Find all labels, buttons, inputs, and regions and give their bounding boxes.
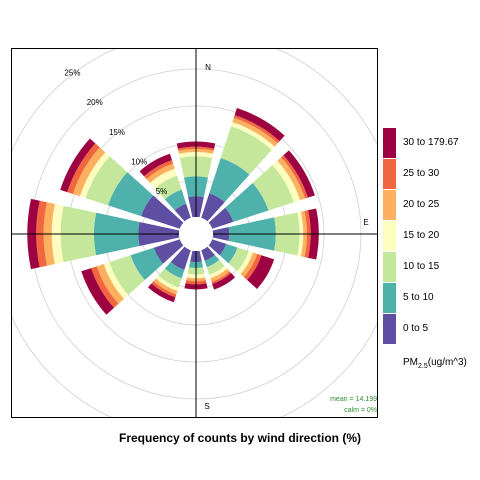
- plot-panel: [11, 48, 378, 418]
- legend-title-subscript: 2.5: [418, 363, 428, 370]
- wedge-dir120-bin2: [228, 247, 249, 272]
- wedge-dir210-bin6: [147, 283, 176, 303]
- wedge-dir330-bin1: [164, 189, 187, 211]
- wedge-dir60-bin5: [281, 155, 308, 199]
- wedge-dir150-bin3: [209, 265, 228, 279]
- wedge-dir330-bin0: [174, 203, 191, 222]
- wedge-dir240-bin6: [81, 268, 115, 315]
- wedge-dir120-bin4: [240, 252, 258, 278]
- mean-stat: mean = 14.199: [330, 396, 377, 403]
- wedge-dir30-bin0: [201, 193, 225, 222]
- wedge-dir300-bin0: [141, 195, 184, 229]
- wedge-dir150-bin0: [201, 246, 215, 261]
- legend-label: 30 to 179.67: [403, 137, 459, 148]
- compass-label-S: S: [204, 402, 209, 411]
- wedge-dir30-bin2: [220, 126, 272, 175]
- wedge-dir120-bin0: [208, 239, 227, 256]
- wedge-dir300-bin3: [79, 152, 110, 199]
- legend-swatch: [383, 283, 396, 313]
- radial-tick-label-5: 5%: [156, 187, 168, 196]
- wedge-dir210-bin1: [164, 262, 185, 279]
- wedge-dir150-bin1: [204, 254, 220, 268]
- legend-title: PM2.5(ug/m^3): [403, 357, 467, 370]
- wedge-dir120-bin1: [219, 243, 238, 264]
- wedge-dir150-bin4: [210, 268, 230, 282]
- wedge-dir30-bin4: [232, 117, 278, 147]
- legend-item-1: 25 to 30: [383, 159, 479, 189]
- legend-label: 5 to 10: [403, 292, 434, 303]
- legend-title-unit: (ug/m^3): [427, 357, 467, 368]
- wedge-dir300-bin5: [67, 143, 100, 194]
- wedge-dir120-bin5: [243, 253, 262, 281]
- wedge-dir240-bin3: [103, 262, 129, 299]
- wedge-dir330-bin2: [154, 175, 182, 200]
- calm-stat: calm = 0%: [344, 407, 377, 414]
- legend-swatch: [383, 159, 396, 189]
- wedge-dir300-bin2: [85, 156, 128, 206]
- wedge-dir30-bin5: [233, 115, 280, 144]
- wedge-dir330-bin5: [144, 160, 174, 180]
- radial-tick-label-10: 10%: [131, 157, 147, 166]
- legend-item-3: 15 to 20: [383, 221, 479, 251]
- wedge-dir330-bin6: [139, 153, 172, 177]
- calm-circle: [179, 217, 213, 251]
- wedge-dir60-bin0: [208, 207, 234, 229]
- wedge-dir240-bin5: [91, 266, 119, 308]
- legend-label: 10 to 15: [403, 261, 440, 272]
- wedge-dir300-bin6: [60, 138, 96, 193]
- compass-label-E: E: [363, 218, 368, 227]
- wedge-dir210-bin0: [170, 246, 191, 270]
- wedge-dir210-bin3: [155, 275, 179, 291]
- wedge-dir150-bin6: [212, 273, 236, 290]
- wedge-dir30-bin6: [234, 108, 285, 142]
- wedge-dir150-bin2: [206, 259, 225, 275]
- wedge-dir240-bin4: [96, 263, 124, 304]
- legend-swatch: [383, 128, 396, 158]
- legend-swatch: [383, 252, 396, 282]
- legend-item-2: 20 to 25: [383, 190, 479, 220]
- legend-swatch: [383, 221, 396, 251]
- legend-label: 20 to 25: [403, 199, 440, 210]
- legend-item-5: 5 to 10: [383, 283, 479, 313]
- rose-group: 5% 10% 15% 20% 25% N E S: [12, 49, 377, 417]
- legend-label: 25 to 30: [403, 168, 440, 179]
- wedge-dir330-bin4: [146, 163, 175, 183]
- radial-tick-label-15: 15%: [109, 128, 125, 137]
- chart-title: Frequency of counts by wind direction (%…: [118, 431, 361, 445]
- legend-swatch: [383, 314, 396, 344]
- wedge-dir210-bin4: [153, 278, 178, 295]
- wedge-dir210-bin5: [151, 281, 177, 298]
- legend-item-4: 10 to 15: [383, 252, 479, 282]
- wedge-dir300-bin1: [108, 172, 154, 217]
- wedge-dir60-bin4: [277, 157, 306, 201]
- legend-item-6: 0 to 5: [383, 314, 479, 344]
- wedge-dir60-bin3: [272, 160, 301, 203]
- wedge-dir300-bin4: [72, 147, 106, 197]
- legend-label: 15 to 20: [403, 230, 440, 241]
- wedge-dir60-bin2: [252, 165, 294, 211]
- legend-title-main: PM: [403, 357, 418, 368]
- wedge-dir60-bin6: [283, 150, 315, 198]
- radial-tick-label-20: 20%: [87, 98, 103, 107]
- wedge-dir30-bin3: [230, 122, 275, 150]
- wedge-dir330-bin3: [149, 168, 178, 189]
- wedge-dir240-bin0: [153, 239, 184, 264]
- legend-label: 0 to 5: [403, 323, 429, 334]
- wedge-dir120-bin3: [237, 251, 253, 275]
- wedge-dir240-bin2: [109, 255, 145, 295]
- wedge-dir60-bin1: [225, 183, 269, 222]
- wedge-dir210-bin2: [158, 268, 182, 288]
- radial-tick-label-25: 25%: [64, 69, 80, 78]
- compass-label-N: N: [205, 63, 211, 72]
- wedge-dir120-bin6: [247, 255, 275, 289]
- wedge-dir240-bin1: [130, 247, 164, 281]
- legend-swatch: [383, 190, 396, 220]
- legend-item-0: 30 to 179.67: [383, 128, 479, 158]
- wedge-dir150-bin5: [211, 271, 232, 284]
- wedge-dir30-bin1: [209, 158, 250, 203]
